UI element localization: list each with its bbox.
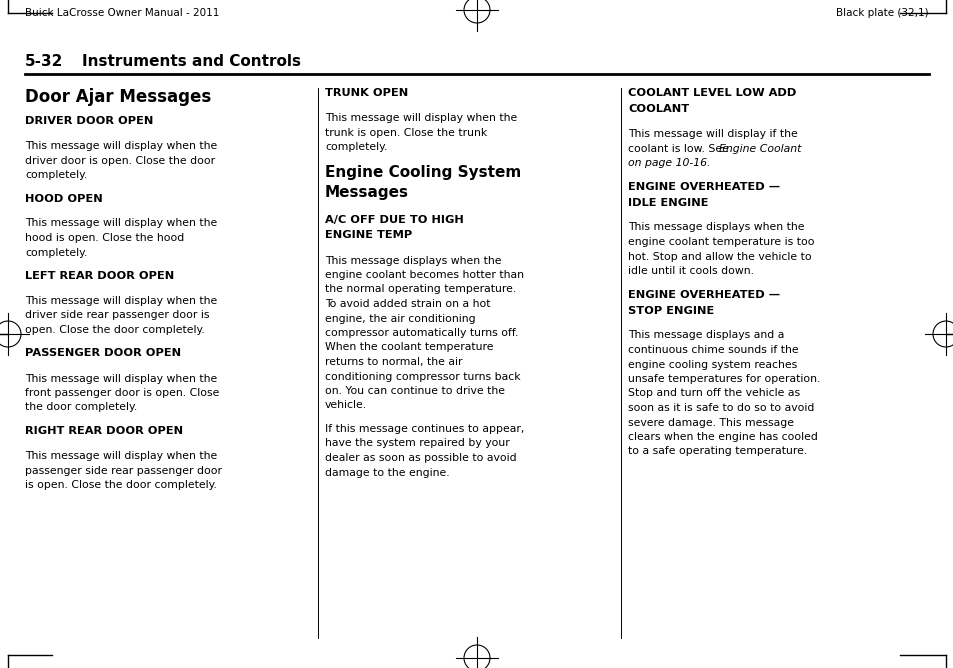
Text: Buick LaCrosse Owner Manual - 2011: Buick LaCrosse Owner Manual - 2011 (25, 8, 219, 18)
Text: This message displays when the: This message displays when the (627, 222, 803, 232)
Text: This message displays when the: This message displays when the (325, 255, 501, 265)
Text: completely.: completely. (25, 248, 88, 257)
Text: LEFT REAR DOOR OPEN: LEFT REAR DOOR OPEN (25, 271, 174, 281)
Text: ENGINE OVERHEATED —: ENGINE OVERHEATED — (627, 289, 780, 299)
Text: DRIVER DOOR OPEN: DRIVER DOOR OPEN (25, 116, 153, 126)
Text: PASSENGER DOOR OPEN: PASSENGER DOOR OPEN (25, 349, 181, 359)
Text: have the system repaired by your: have the system repaired by your (325, 438, 509, 448)
Text: open. Close the door completely.: open. Close the door completely. (25, 325, 205, 335)
Text: COOLANT LEVEL LOW ADD: COOLANT LEVEL LOW ADD (627, 88, 796, 98)
Text: This message will display when the: This message will display when the (25, 373, 217, 383)
Text: to a safe operating temperature.: to a safe operating temperature. (627, 446, 806, 456)
Text: is open. Close the door completely.: is open. Close the door completely. (25, 480, 216, 490)
Text: engine cooling system reaches: engine cooling system reaches (627, 359, 797, 369)
Text: severe damage. This message: severe damage. This message (627, 418, 793, 428)
Text: This message will display when the: This message will display when the (25, 141, 217, 151)
Text: engine coolant temperature is too: engine coolant temperature is too (627, 237, 814, 247)
Text: Stop and turn off the vehicle as: Stop and turn off the vehicle as (627, 389, 800, 399)
Text: on page 10-16.: on page 10-16. (627, 158, 710, 168)
Text: continuous chime sounds if the: continuous chime sounds if the (627, 345, 798, 355)
Text: completely.: completely. (325, 142, 387, 152)
Text: damage to the engine.: damage to the engine. (325, 468, 449, 478)
Text: conditioning compressor turns back: conditioning compressor turns back (325, 371, 520, 381)
Text: clears when the engine has cooled: clears when the engine has cooled (627, 432, 817, 442)
Text: 5-32: 5-32 (25, 54, 63, 69)
Text: This message displays and a: This message displays and a (627, 331, 783, 341)
Text: COOLANT: COOLANT (627, 104, 688, 114)
Text: Messages: Messages (325, 186, 409, 200)
Text: Engine Cooling System: Engine Cooling System (325, 166, 520, 180)
Text: If this message continues to appear,: If this message continues to appear, (325, 424, 524, 434)
Text: unsafe temperatures for operation.: unsafe temperatures for operation. (627, 374, 820, 384)
Text: driver side rear passenger door is: driver side rear passenger door is (25, 311, 210, 321)
Text: This message will display when the: This message will display when the (25, 451, 217, 461)
Text: This message will display when the: This message will display when the (25, 218, 217, 228)
Text: engine, the air conditioning: engine, the air conditioning (325, 313, 476, 323)
Text: To avoid added strain on a hot: To avoid added strain on a hot (325, 299, 490, 309)
Text: HOOD OPEN: HOOD OPEN (25, 194, 103, 204)
Text: TRUNK OPEN: TRUNK OPEN (325, 88, 408, 98)
Text: Door Ajar Messages: Door Ajar Messages (25, 88, 211, 106)
Text: on. You can continue to drive the: on. You can continue to drive the (325, 386, 504, 396)
Text: ENGINE OVERHEATED —: ENGINE OVERHEATED — (627, 182, 780, 192)
Text: soon as it is safe to do so to avoid: soon as it is safe to do so to avoid (627, 403, 814, 413)
Text: IDLE ENGINE: IDLE ENGINE (627, 198, 708, 208)
Text: engine coolant becomes hotter than: engine coolant becomes hotter than (325, 270, 523, 280)
Text: passenger side rear passenger door: passenger side rear passenger door (25, 466, 222, 476)
Text: returns to normal, the air: returns to normal, the air (325, 357, 462, 367)
Text: hot. Stop and allow the vehicle to: hot. Stop and allow the vehicle to (627, 251, 811, 261)
Text: compressor automatically turns off.: compressor automatically turns off. (325, 328, 517, 338)
Text: Instruments and Controls: Instruments and Controls (82, 54, 301, 69)
Text: idle until it cools down.: idle until it cools down. (627, 266, 753, 276)
Text: This message will display when the: This message will display when the (25, 296, 217, 306)
Text: the door completely.: the door completely. (25, 403, 137, 413)
Text: driver door is open. Close the door: driver door is open. Close the door (25, 156, 214, 166)
Text: This message will display if the: This message will display if the (627, 129, 797, 139)
Text: front passenger door is open. Close: front passenger door is open. Close (25, 388, 219, 398)
Text: When the coolant temperature: When the coolant temperature (325, 343, 493, 353)
Text: trunk is open. Close the trunk: trunk is open. Close the trunk (325, 128, 487, 138)
Text: coolant is low. See: coolant is low. See (627, 144, 732, 154)
Text: A/C OFF DUE TO HIGH: A/C OFF DUE TO HIGH (325, 214, 463, 224)
Text: vehicle.: vehicle. (325, 401, 367, 411)
Text: the normal operating temperature.: the normal operating temperature. (325, 285, 516, 295)
Text: completely.: completely. (25, 170, 88, 180)
Text: Black plate (32,1): Black plate (32,1) (836, 8, 928, 18)
Text: Engine Coolant: Engine Coolant (719, 144, 801, 154)
Text: ENGINE TEMP: ENGINE TEMP (325, 230, 412, 240)
Text: dealer as soon as possible to avoid: dealer as soon as possible to avoid (325, 453, 517, 463)
Text: RIGHT REAR DOOR OPEN: RIGHT REAR DOOR OPEN (25, 426, 183, 436)
Text: This message will display when the: This message will display when the (325, 113, 517, 123)
Text: STOP ENGINE: STOP ENGINE (627, 305, 714, 315)
Text: hood is open. Close the hood: hood is open. Close the hood (25, 233, 184, 243)
